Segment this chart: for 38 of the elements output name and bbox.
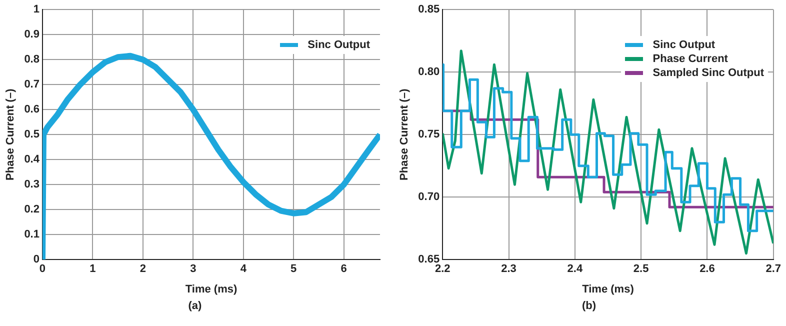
x-tick-label: 6 [340,263,347,276]
y-tick-label: 0.9 [24,28,40,41]
y-tick-label: 0.85 [418,4,440,16]
x-axis-title: Time (ms) [582,283,634,296]
x-tick-label: 5 [290,263,297,276]
x-tick-label: 4 [240,263,248,276]
x-tick-label: 1 [90,263,96,276]
legend-label: Sampled Sinc Output [652,66,764,80]
y-tick-label: 0.6 [24,104,40,116]
y-tick-label: 0.70 [418,191,440,204]
x-tick-label: 2.7 [766,263,782,276]
y-axis-title: Phase Current (–) [398,88,411,180]
legend-label: Phase Current [652,52,728,66]
y-tick-label: 0.4 [24,154,40,166]
x-tick-label: 2.3 [501,263,516,276]
y-tick-label: 0.75 [418,128,440,141]
y-tick-label: 0.8 [24,54,40,66]
legend-label: Sinc Output [652,38,716,52]
y-tick-label: 0.80 [418,66,440,78]
x-tick-label: 3 [190,263,196,276]
y-tick-label: 0.3 [24,178,40,191]
x-tick-label: 2.5 [633,263,649,276]
y-tick-label: 0.5 [24,128,40,141]
text: (a) [187,300,203,312]
x-tick-label: 2.4 [567,263,584,276]
y-tick-label: 0.65 [418,254,440,266]
y-tick-label: 1 [33,4,40,16]
text: (b) [580,300,598,312]
legend-label: Sinc Output [308,38,370,52]
y-tick-label: 0.2 [24,204,40,216]
x-tick-label: 2.2 [434,263,450,276]
x-tick-label: 2.6 [700,263,715,276]
y-tick-label: 0 [33,254,40,266]
y-axis-title: Phase Current (–) [4,88,17,180]
x-axis-title: Time (ms) [185,283,238,296]
y-tick-label: 0.1 [24,228,40,241]
y-tick-label: 0.7 [24,78,40,91]
x-tick-label: 2 [140,263,146,276]
